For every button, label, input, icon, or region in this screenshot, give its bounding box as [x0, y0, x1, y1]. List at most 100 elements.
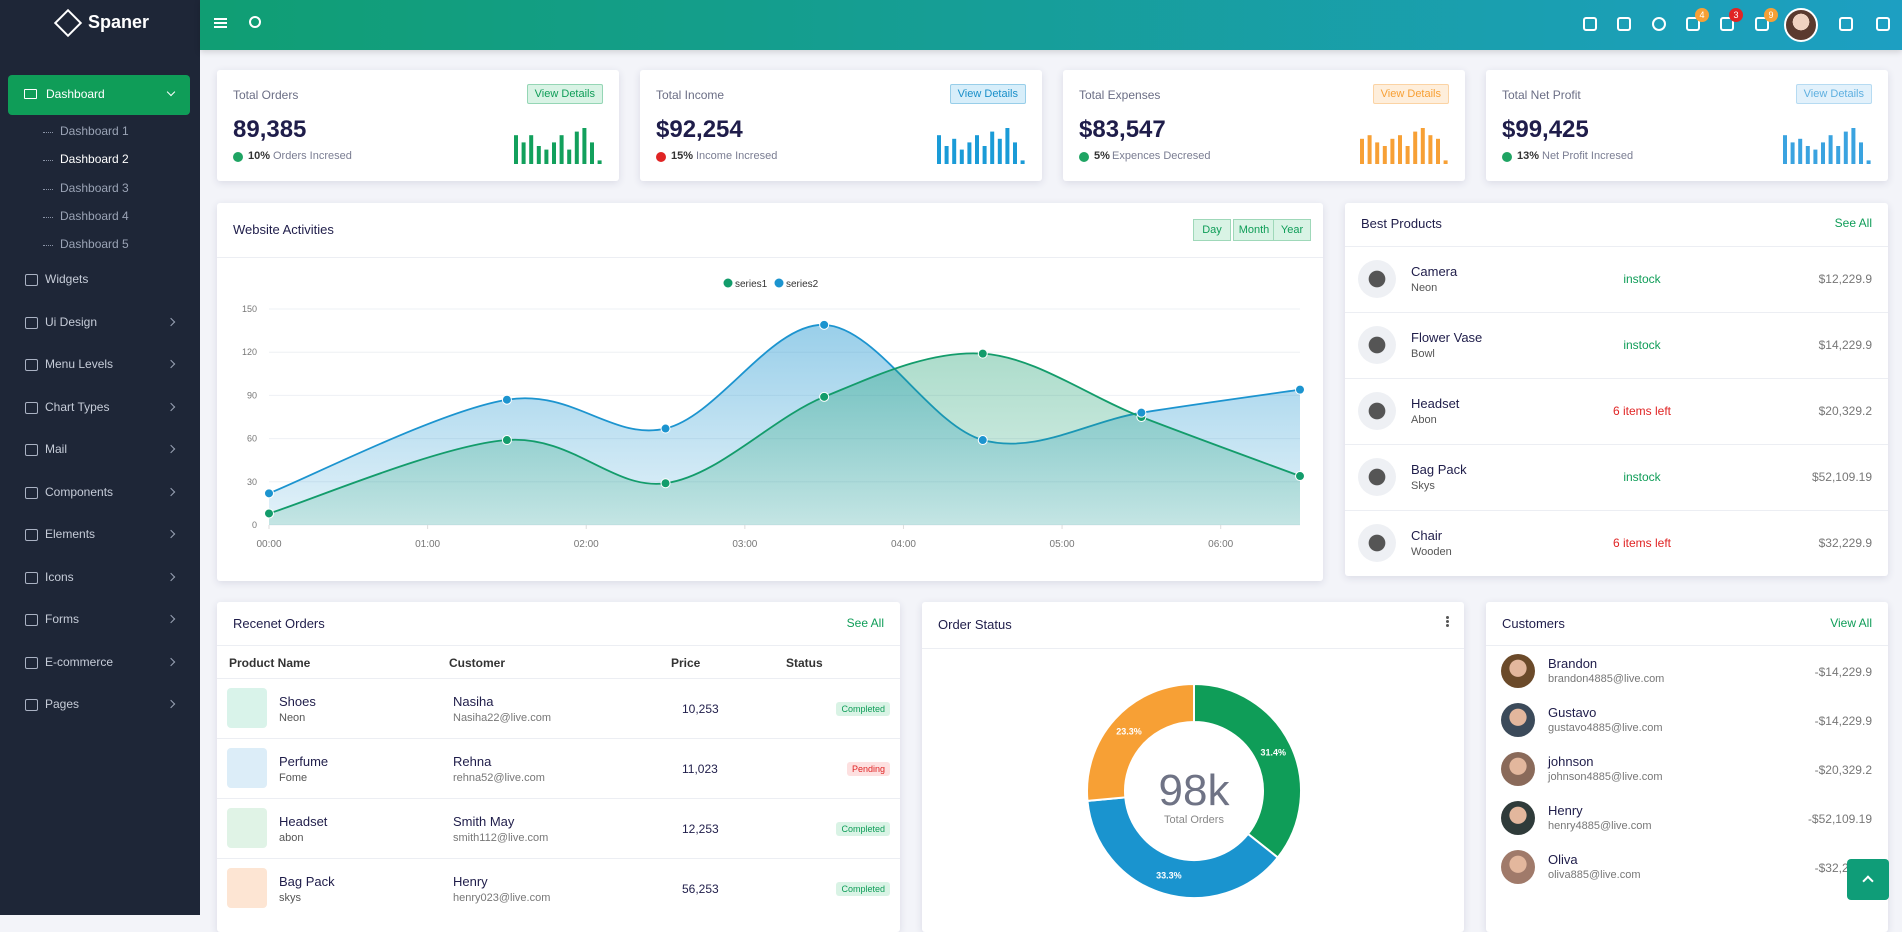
customer-amount: -$52,109.19	[1807, 812, 1872, 826]
menu-item[interactable]: Forms	[45, 612, 79, 626]
spark-bar	[1859, 142, 1863, 164]
chevron	[166, 614, 176, 624]
header-icon[interactable]	[1876, 17, 1890, 31]
chevron	[166, 572, 176, 581]
see-all[interactable]: See All	[1834, 216, 1872, 230]
menu-item[interactable]: Icons	[45, 569, 74, 584]
stock-status: instock	[1623, 470, 1661, 484]
sidebar: Spaner Dashboard Dashboard 1 Dashboard 2 D…	[0, 0, 200, 915]
donut-slice	[1086, 796, 1280, 899]
stat-title: Total Expenses	[1079, 88, 1161, 102]
back-to-top[interactable]	[1847, 859, 1889, 900]
product-name: Bag Pack	[1411, 462, 1467, 477]
chevron	[166, 359, 176, 369]
stat-title: Total Orders	[233, 88, 299, 102]
menu-item[interactable]: Widgets	[45, 272, 89, 286]
stat-card: Total Net Profit View Details $99,425 13% Ne…	[1486, 70, 1888, 181]
trend-icon	[656, 152, 666, 162]
product-image	[1358, 326, 1396, 364]
see-all[interactable]: See All	[846, 616, 884, 630]
product-image	[227, 688, 267, 728]
range-tab[interactable]: Month	[1233, 219, 1275, 241]
customer-email: henry023@live.com	[453, 892, 551, 904]
header-icon[interactable]	[1652, 17, 1666, 31]
product-image	[1358, 458, 1396, 496]
spark-bar	[1443, 160, 1448, 164]
menu-item[interactable]: Ui Design	[45, 314, 98, 329]
spark-bar	[514, 135, 518, 164]
x-tick-label: 04:00	[891, 539, 916, 550]
customer-name: Oliva	[1548, 852, 1578, 867]
view-details[interactable]: View Details	[1795, 84, 1872, 104]
header-icon[interactable]	[1583, 17, 1597, 31]
product-name: Camera	[1411, 264, 1458, 279]
status-pill: Completed	[836, 882, 890, 896]
top-bar: 4 3 9	[200, 0, 1902, 50]
divider	[1345, 510, 1888, 511]
spark-bar	[1798, 138, 1803, 164]
range-tab[interactable]: Year	[1273, 219, 1311, 241]
view-details[interactable]: View Details	[526, 84, 603, 104]
spark-bar	[552, 142, 556, 164]
menu-icon	[25, 444, 38, 456]
header-icon[interactable]	[1617, 17, 1631, 31]
menu-item[interactable]: Menu Levels	[45, 357, 114, 371]
status-pill: Completed	[836, 702, 890, 716]
avatar[interactable]	[1784, 8, 1818, 42]
column-header: Product Name	[229, 656, 311, 670]
spark-bar	[1813, 149, 1818, 164]
divider	[217, 738, 900, 739]
spark-bar	[1783, 135, 1787, 164]
header-icon[interactable]	[1686, 17, 1700, 31]
point	[977, 435, 988, 446]
sub-menu-item[interactable]: Dashboard 4	[60, 208, 129, 223]
kebab[interactable]	[1446, 616, 1449, 619]
search[interactable]	[249, 16, 261, 28]
customer-name: Brandon	[1548, 656, 1598, 671]
sub-menu-item[interactable]: Dashboard 3	[60, 180, 129, 195]
sub-dash	[43, 216, 53, 218]
header-icon[interactable]	[1839, 17, 1853, 31]
customer-email: rehna52@live.com	[453, 772, 545, 784]
chevron	[166, 529, 176, 539]
header-icon[interactable]	[1720, 17, 1734, 31]
product-name: Shoes	[279, 694, 316, 709]
badge: 3	[1729, 8, 1743, 22]
menu-icon	[25, 274, 38, 286]
product-image	[1358, 524, 1396, 562]
menu-item[interactable]: Elements	[45, 527, 96, 541]
spark-bar	[952, 138, 957, 164]
menu-item[interactable]: E-commerce	[45, 654, 114, 669]
sub-menu-item[interactable]: Dashboard 5	[60, 237, 129, 252]
divider	[1345, 312, 1888, 313]
active-menu[interactable]: Dashboard	[8, 75, 190, 115]
product-sub: abon	[279, 832, 304, 844]
menu-item[interactable]: Chart Types	[45, 399, 110, 414]
menu-item[interactable]: Mail	[45, 442, 68, 456]
menu-item[interactable]: Components	[45, 484, 114, 499]
chevron	[166, 444, 176, 454]
view-details[interactable]: View Details	[1372, 84, 1449, 104]
customer-email: gustavo4885@live.com	[1548, 722, 1663, 734]
view-all[interactable]: View All	[1830, 616, 1872, 630]
product-sub: Neon	[279, 712, 306, 724]
spark-bar	[1828, 135, 1833, 164]
sub-menu-item[interactable]: Dashboard 1	[60, 124, 129, 138]
header-icon[interactable]	[1755, 17, 1769, 31]
center-value: 98k	[1159, 766, 1231, 815]
slice-label: 33.3%	[1156, 870, 1182, 880]
y-tick-label: 0	[252, 520, 257, 530]
menu-item[interactable]: Pages	[45, 697, 80, 711]
trend-icon	[233, 152, 243, 162]
divider	[217, 678, 900, 679]
point	[264, 488, 274, 499]
spark-bar	[521, 142, 526, 164]
menu-toggle[interactable]	[214, 18, 227, 20]
range-tab[interactable]: Day	[1193, 219, 1231, 241]
divider	[217, 257, 1323, 258]
view-details[interactable]: View Details	[949, 84, 1026, 104]
stat-card: Total Income View Details $92,254 15% Income…	[640, 70, 1042, 181]
sub-menu-item[interactable]: Dashboard 2	[60, 152, 129, 167]
card-title: Recenet Orders	[233, 616, 325, 631]
